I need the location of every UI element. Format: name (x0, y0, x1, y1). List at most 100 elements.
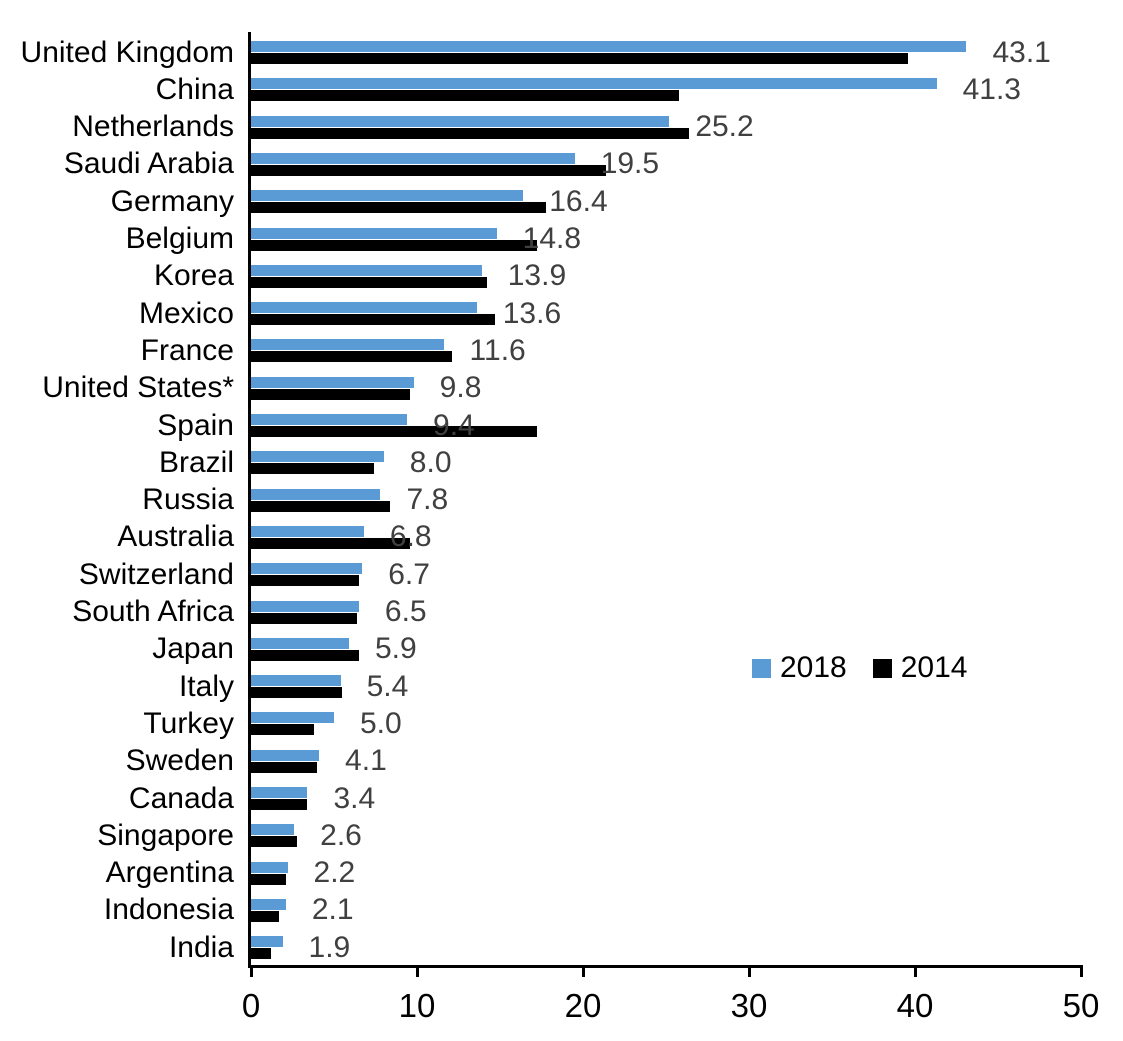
bar-2014 (251, 948, 271, 960)
bar-2014 (251, 761, 318, 773)
category-label: Korea (153, 259, 234, 293)
bar-2018 (251, 824, 295, 836)
value-label: 4.1 (345, 744, 387, 778)
bar-2018 (251, 637, 349, 649)
bar-2014 (251, 612, 358, 624)
value-label: 7.8 (406, 483, 449, 517)
value-label: 25.2 (695, 110, 754, 144)
legend-label-2014: 2014 (900, 651, 968, 684)
bar-2018 (251, 898, 286, 910)
value-label: 3.4 (333, 781, 376, 815)
bar-2018 (251, 41, 967, 52)
bar-2018 (251, 414, 408, 425)
value-label: 14.8 (522, 222, 582, 255)
value-label: 2.1 (311, 893, 354, 927)
category-label: Belgium (125, 222, 234, 255)
category-label: Russia (142, 483, 234, 517)
legend-swatch-2018 (752, 658, 771, 678)
category-label: Argentina (105, 856, 234, 890)
bar-2014 (251, 90, 680, 102)
category-label: Australia (117, 520, 234, 554)
category-label: Singapore (97, 818, 234, 852)
bar-2014 (251, 276, 487, 288)
category-label: United States* (42, 371, 234, 405)
x-tick-label: 40 (896, 987, 934, 1024)
category-label: Canada (128, 781, 234, 815)
x-tick-label: 20 (564, 987, 602, 1024)
x-tick (747, 965, 751, 977)
legend-item-2018: 2018 (752, 653, 847, 683)
bar-2018 (251, 227, 497, 239)
value-label: 6.8 (389, 520, 432, 554)
x-tick (249, 965, 253, 977)
bar-2014 (251, 724, 315, 736)
bar-2018 (251, 302, 477, 314)
value-label: 43.1 (992, 35, 1051, 69)
bar-2014 (251, 687, 343, 699)
bar-2014 (251, 164, 607, 176)
value-label: 1.9 (308, 930, 351, 964)
category-label: United Kingdom (20, 35, 234, 69)
value-label: 2.2 (313, 856, 356, 890)
x-tick-label: 50 (1062, 987, 1100, 1024)
x-tick-label: 10 (398, 987, 436, 1024)
category-label: France (140, 333, 234, 367)
category-label: Netherlands (72, 110, 234, 144)
value-label: 6.7 (388, 557, 430, 591)
bar-2014 (251, 53, 909, 64)
category-label: Italy (178, 669, 234, 703)
bar-2018 (251, 787, 308, 798)
bar-2014 (251, 202, 547, 214)
bar-2014 (251, 649, 359, 661)
bar-2018 (251, 115, 670, 127)
category-label: Saudi Arabia (63, 147, 234, 181)
bar-2014 (251, 873, 286, 885)
category-label: Brazil (158, 445, 234, 479)
category-label: Japan (152, 632, 234, 666)
bar-2018 (251, 712, 334, 724)
category-label: Turkey (143, 706, 234, 740)
x-axis-line (248, 965, 1082, 968)
y-axis-line (248, 32, 251, 968)
bar-2014 (251, 351, 452, 363)
value-label: 5.4 (366, 669, 409, 703)
category-label: China (155, 72, 234, 106)
bar-2014 (251, 500, 391, 512)
value-label: 8.0 (409, 445, 452, 479)
x-tick (581, 965, 585, 977)
category-label: Indonesia (103, 893, 234, 927)
bar-2018 (251, 861, 288, 873)
bar-2014 (251, 239, 537, 251)
bar-2018 (251, 749, 320, 761)
value-label: 41.3 (962, 72, 1021, 106)
value-label: 2.6 (320, 818, 362, 852)
value-label: 5.9 (374, 632, 417, 666)
value-label: 9.4 (433, 408, 475, 442)
x-tick-label: 0 (241, 987, 261, 1024)
value-label: 11.6 (469, 333, 526, 367)
value-label: 19.5 (600, 147, 660, 181)
bar-2018 (251, 152, 575, 164)
x-tick (415, 965, 419, 977)
value-label: 13.6 (502, 296, 562, 330)
bar-2014 (251, 426, 537, 437)
legend-swatch-2014 (872, 658, 892, 678)
category-label: South Africa (72, 595, 234, 628)
category-label: Mexico (138, 296, 234, 330)
category-label: Sweden (125, 744, 234, 778)
value-label: 16.4 (549, 184, 608, 218)
bar-2018 (251, 488, 381, 500)
bar-2014 (251, 799, 308, 810)
value-label: 13.9 (507, 259, 567, 293)
category-label: Germany (110, 184, 234, 218)
x-tick (1079, 965, 1083, 977)
bar-2018 (251, 936, 283, 948)
bar-2018 (251, 190, 524, 202)
bar-2018 (251, 525, 364, 537)
bar-2018 (251, 675, 341, 687)
bar-2018 (251, 78, 937, 90)
bar-2014 (251, 836, 298, 848)
bar-2018 (251, 376, 414, 388)
value-label: 9.8 (439, 371, 482, 405)
